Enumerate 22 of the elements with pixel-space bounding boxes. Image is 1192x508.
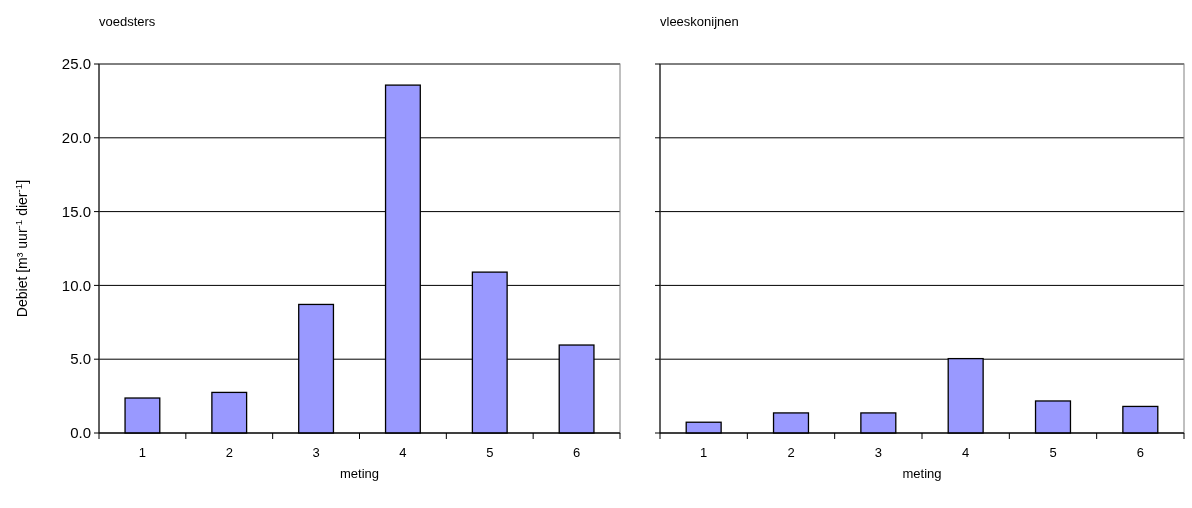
- x-tick-label: 1: [138, 445, 147, 460]
- x-axis-title: meting: [902, 466, 942, 481]
- x-tick-label: 4: [399, 445, 407, 460]
- x-tick-label: 6: [1136, 445, 1144, 460]
- x-axis-title: meting: [339, 466, 380, 481]
- x-tick-label: 4: [962, 445, 970, 460]
- y-tick-label: 0.0: [70, 424, 91, 442]
- y-tick-label: 25.0: [61, 55, 91, 73]
- y-tick-label: 10.0: [61, 276, 91, 294]
- x-tick-label: 2: [787, 445, 795, 460]
- x-tick-label: 2: [225, 445, 233, 460]
- x-tick-label: 6: [572, 445, 581, 460]
- y-tick-label: 15.0: [61, 202, 91, 220]
- x-tick-label: 5: [1049, 445, 1057, 460]
- y-tick-label: 20.0: [61, 129, 91, 147]
- x-tick-label: 5: [486, 445, 494, 460]
- x-tick-label: 3: [312, 445, 320, 460]
- x-tick-label: 3: [874, 445, 882, 460]
- y-tick-label: 5.0: [70, 350, 91, 368]
- x-tick-label: 1: [700, 445, 708, 460]
- chart-title: vleeskonijnen: [660, 14, 739, 29]
- chart-title: voedsters: [99, 14, 156, 29]
